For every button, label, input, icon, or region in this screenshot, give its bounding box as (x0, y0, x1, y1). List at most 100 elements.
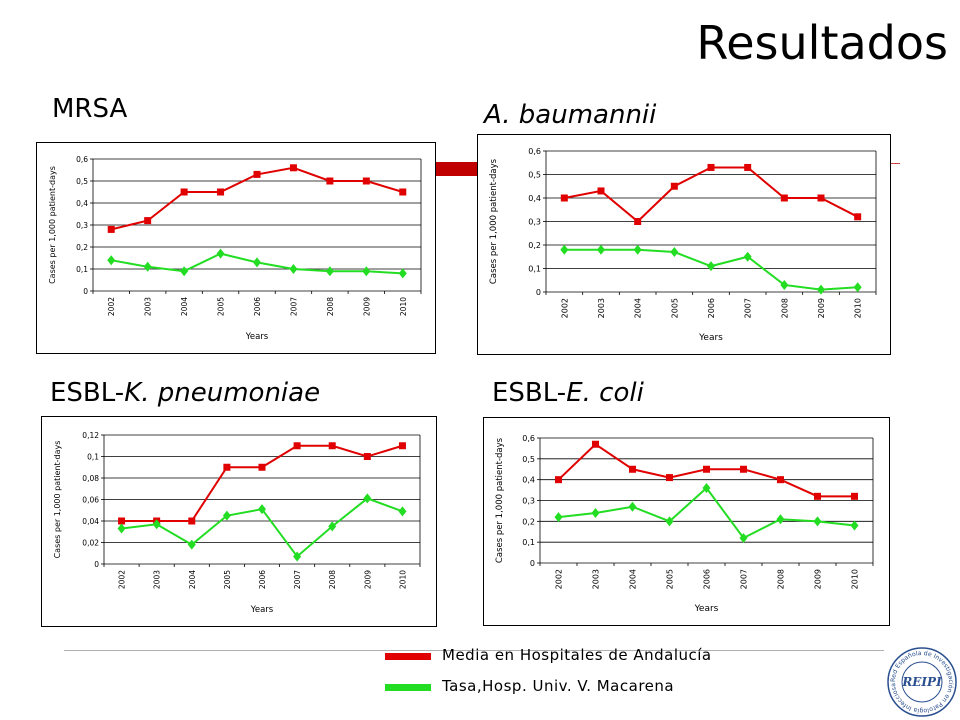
x-tick-label: 2004 (629, 569, 638, 589)
data-point-square (118, 517, 126, 525)
x-tick-label: 2010 (851, 569, 860, 589)
data-point-diamond (817, 284, 825, 295)
data-point-square (289, 164, 297, 172)
data-point-diamond (597, 244, 605, 255)
data-point-square (362, 177, 370, 185)
data-point-diamond (328, 521, 337, 532)
data-point-diamond (180, 266, 189, 277)
x-tick-label: 2005 (666, 569, 675, 589)
x-tick-label: 2004 (180, 297, 189, 316)
y-tick-label: 0,6 (522, 434, 535, 443)
y-tick-label: 0,6 (76, 155, 88, 164)
y-axis-title: Cases per 1,000 patient-days (53, 441, 62, 559)
data-point-diamond (739, 533, 748, 543)
x-tick-label: 2009 (814, 569, 823, 589)
x-tick-label: 2009 (363, 570, 372, 589)
data-point-square (560, 194, 568, 202)
data-point-square (363, 453, 371, 460)
chart-mrsa: 0 0,1 0,2 0,3 0,4 0,5 0,6 2002 2003 2004 2005 2006 2… (48, 155, 422, 342)
data-point-square (217, 188, 225, 196)
data-point-diamond (850, 520, 859, 531)
data-point-square (814, 492, 821, 500)
data-point-diamond (152, 519, 161, 530)
x-tick-label: 2003 (592, 569, 601, 589)
data-point-diamond (293, 551, 302, 562)
x-tick-label: 2002 (118, 570, 127, 589)
data-point-diamond (554, 512, 563, 523)
data-point-diamond (143, 261, 152, 272)
data-point-diamond (258, 504, 266, 515)
x-tick-label: 2005 (217, 297, 226, 316)
chart-kpneumoniae: 0 0,02 0,04 0,06 0,08 0,1 0,12 2002 2003 2004 2005… (53, 431, 421, 615)
data-point-diamond (107, 255, 116, 266)
y-tick-label: 0,02 (82, 539, 99, 548)
x-tick-label: 2009 (362, 297, 371, 316)
data-point-diamond (560, 244, 569, 255)
heading-abaumannii-italic: A. baumannii (484, 100, 657, 130)
y-axis-title: Cases per 1,000 patient-days (495, 437, 505, 563)
data-point-diamond (398, 506, 407, 517)
reipi-logo: Red Española de Investigación en Patolog… (887, 647, 957, 717)
data-point-diamond (670, 247, 679, 258)
data-point-diamond (222, 510, 231, 521)
x-tick-label: 2009 (817, 298, 826, 318)
y-tick-label: 0,3 (522, 497, 535, 506)
heading-kpneumoniae: ESBL-K. pneumoniae (50, 378, 320, 408)
x-tick-label: 2010 (399, 297, 408, 316)
data-point-diamond (776, 514, 785, 525)
x-tick-label: 2003 (144, 297, 153, 316)
data-point-square (253, 170, 261, 178)
y-tick-label: 0,2 (522, 517, 535, 526)
data-point-square (634, 218, 642, 225)
data-point-square (223, 463, 231, 471)
y-tick-label: 0 (530, 559, 535, 568)
data-point-diamond (780, 279, 789, 290)
data-point-diamond (628, 501, 637, 512)
data-point-diamond (743, 251, 752, 262)
legend-swatch-green (385, 684, 431, 691)
x-tick-label: 2008 (780, 298, 789, 318)
data-point-diamond (707, 261, 715, 272)
chart-ecoli: 0 0,1 0,2 0,3 0,4 0,5 0,6 2002 2003 2004 2005 2006 2… (495, 434, 874, 614)
footer-divider (64, 650, 884, 651)
x-axis-title: Years (694, 604, 719, 614)
x-tick-label: 2007 (744, 298, 753, 318)
x-tick-label: 2010 (854, 298, 863, 318)
data-point-diamond (591, 508, 600, 518)
chart-abaumannii: 0 0,1 0,2 0,3 0,4 0,5 0,6 2002 2003 2004 2005 2006 2… (489, 147, 877, 343)
y-tick-label: 0,08 (82, 474, 99, 483)
heading-ecoli: ESBL-E. coli (492, 378, 644, 408)
logo-text: REIPI (901, 675, 942, 689)
data-point-diamond (633, 244, 642, 255)
data-point-square (851, 492, 858, 500)
data-point-diamond (813, 516, 822, 527)
y-tick-label: 0 (536, 288, 541, 297)
data-point-diamond (665, 516, 674, 527)
x-tick-label: 2004 (634, 298, 643, 318)
slide-title: Resultados (696, 16, 948, 70)
x-tick-label: 2002 (560, 298, 569, 318)
data-point-square (629, 465, 636, 473)
x-axis-title: Years (698, 333, 723, 343)
data-point-square (744, 163, 752, 171)
y-tick-label: 0,3 (528, 218, 541, 227)
x-axis-title: Years (245, 332, 269, 342)
x-tick-label: 2003 (153, 570, 162, 589)
x-tick-label: 2007 (289, 297, 298, 316)
chart-panel-abaumannii: 0 0,1 0,2 0,3 0,4 0,5 0,6 2002 2003 2004 2005 2006 2… (477, 134, 891, 355)
y-tick-label: 0,4 (76, 199, 88, 208)
data-point-square (107, 225, 115, 233)
y-tick-label: 0,5 (76, 177, 88, 186)
legend-label-red: Media en Hospitales de Andalucía (442, 646, 712, 664)
heading-mrsa: MRSA (52, 94, 127, 124)
data-point-diamond (853, 282, 862, 293)
data-point-diamond (325, 266, 334, 277)
y-tick-label: 0,5 (528, 171, 541, 180)
data-point-square (597, 187, 605, 195)
data-point-square (258, 463, 266, 471)
heading-ecoli-text: ESBL- (492, 378, 567, 408)
data-point-square (555, 476, 562, 484)
data-point-diamond (398, 268, 407, 279)
y-tick-label: 0,6 (528, 147, 541, 156)
y-tick-label: 0,5 (522, 455, 535, 464)
